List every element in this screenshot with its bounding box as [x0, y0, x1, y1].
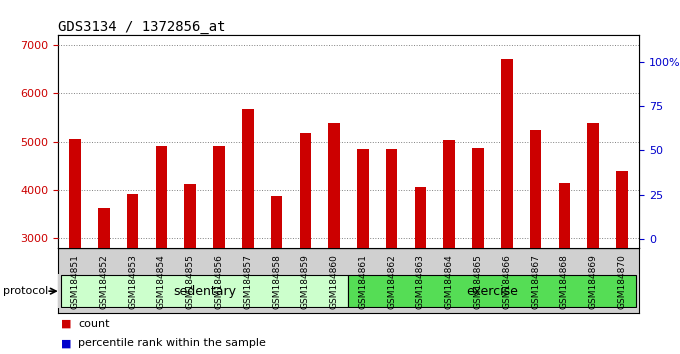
Bar [386, 149, 397, 354]
Bar [291, 35, 320, 248]
Bar [320, 35, 348, 248]
Point [358, 59, 369, 65]
Bar [61, 35, 90, 248]
Point [300, 59, 311, 65]
Bar [521, 35, 550, 248]
Point [588, 59, 598, 65]
Point [386, 59, 397, 65]
Point [444, 59, 455, 65]
Point [473, 59, 483, 65]
Point [185, 59, 196, 65]
Point [415, 59, 426, 65]
Bar [415, 187, 426, 354]
Bar [348, 275, 636, 307]
Text: ■: ■ [61, 338, 71, 348]
Bar [501, 58, 513, 354]
Bar [530, 131, 541, 354]
Point [127, 59, 138, 65]
Bar [558, 183, 570, 354]
Text: GDS3134 / 1372856_at: GDS3134 / 1372856_at [58, 21, 225, 34]
Point [559, 59, 570, 65]
Bar [607, 35, 636, 248]
Bar [233, 35, 262, 248]
Bar [118, 35, 147, 248]
Bar [205, 35, 233, 248]
Bar [328, 123, 340, 354]
Bar [69, 139, 81, 354]
Bar [127, 194, 139, 354]
Bar [61, 275, 348, 307]
Text: protocol: protocol [3, 286, 49, 296]
Bar [348, 35, 377, 248]
Point [156, 59, 167, 65]
Bar [435, 35, 464, 248]
Point [242, 59, 253, 65]
Bar [98, 208, 109, 354]
Bar [147, 35, 176, 248]
Bar [242, 109, 254, 354]
Bar [262, 35, 291, 248]
Bar [90, 35, 118, 248]
Bar [300, 133, 311, 354]
Bar [464, 35, 492, 248]
Point [214, 59, 224, 65]
Bar [616, 171, 628, 354]
Point [530, 59, 541, 65]
Point [271, 59, 282, 65]
Text: percentile rank within the sample: percentile rank within the sample [78, 338, 266, 348]
Point [69, 59, 80, 65]
Text: count: count [78, 319, 109, 329]
Point [328, 59, 339, 65]
Bar [176, 35, 205, 248]
Bar [473, 148, 483, 354]
Text: exercise: exercise [466, 285, 518, 298]
Bar [443, 140, 455, 354]
Bar [357, 149, 369, 354]
Bar [406, 35, 435, 248]
Point [501, 59, 512, 65]
Bar [156, 146, 167, 354]
Text: sedentary: sedentary [173, 285, 236, 298]
Bar [588, 123, 599, 354]
Bar [377, 35, 406, 248]
Bar [271, 196, 282, 354]
Point [99, 59, 109, 65]
Bar [214, 146, 224, 354]
Bar [579, 35, 607, 248]
Point [617, 59, 628, 65]
Text: ■: ■ [61, 319, 71, 329]
Bar [184, 184, 196, 354]
Bar [550, 35, 579, 248]
Bar [492, 35, 521, 248]
